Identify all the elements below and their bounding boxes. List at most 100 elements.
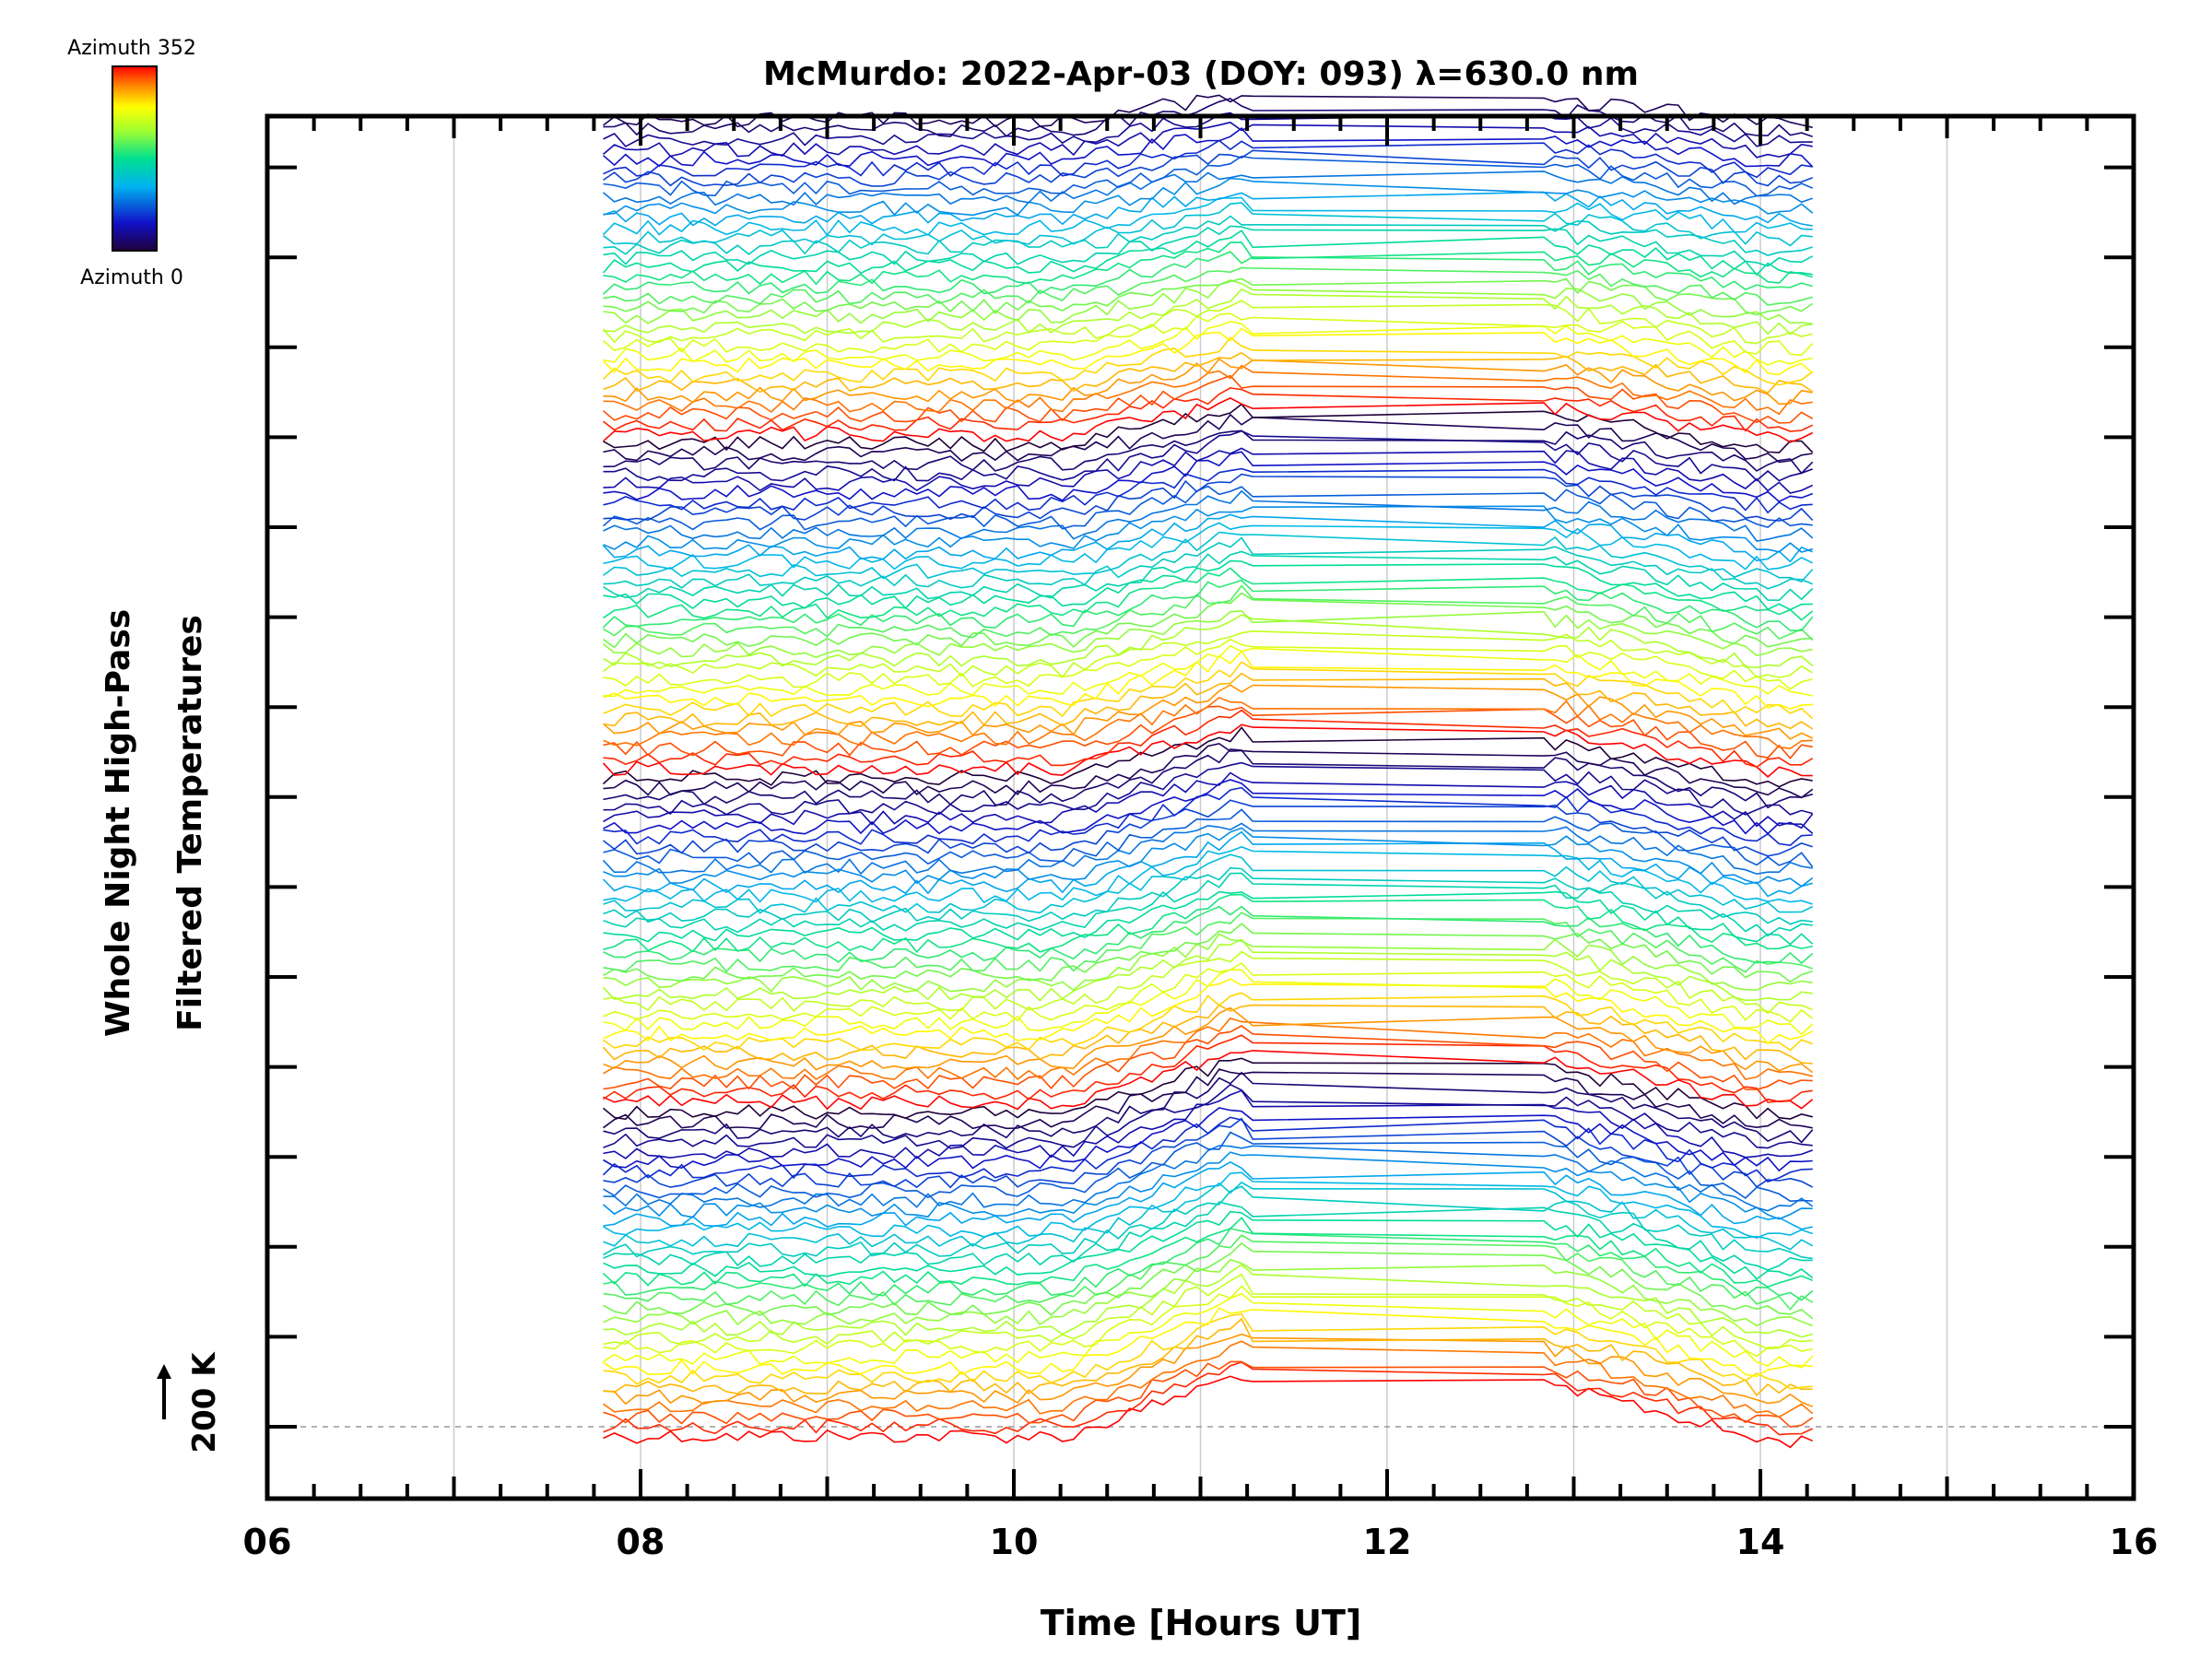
azimuth-trace xyxy=(602,300,1813,345)
azimuth-trace xyxy=(603,1201,1813,1271)
grid xyxy=(267,116,2134,1499)
azimuth-trace xyxy=(603,1333,1814,1408)
azimuth-trace xyxy=(603,827,1814,888)
azimuth-trace xyxy=(603,364,1813,416)
azimuth-trace xyxy=(603,1292,1814,1369)
azimuth-trace xyxy=(603,202,1813,247)
azimuth-trace xyxy=(603,1317,1813,1397)
azimuth-trace xyxy=(602,397,1814,443)
azimuth-trace xyxy=(603,638,1813,690)
azimuth-trace xyxy=(602,1004,1813,1065)
azimuth-trace xyxy=(603,1117,1814,1189)
azimuth-trace xyxy=(603,1171,1813,1239)
azimuth-trace xyxy=(603,592,1813,649)
chart-title: McMurdo: 2022-Apr-03 (DOY: 093) λ=630.0 … xyxy=(763,55,1639,93)
azimuth-trace xyxy=(602,251,1813,295)
y-axis-label-line1: Whole Night High-Pass xyxy=(100,609,137,1037)
azimuth-trace xyxy=(603,890,1814,946)
azimuth-trace xyxy=(602,196,1813,237)
axis-ticks xyxy=(265,116,2136,1499)
azimuth-trace xyxy=(603,225,1814,267)
azimuth-trace xyxy=(603,191,1813,227)
azimuth-trace xyxy=(603,451,1813,503)
azimuth-trace xyxy=(602,938,1813,1002)
azimuth-trace xyxy=(602,312,1814,357)
azimuth-trace xyxy=(602,121,1813,159)
azimuth-trace xyxy=(603,1017,1813,1081)
azimuth-trace xyxy=(603,1285,1813,1358)
azimuth-trace xyxy=(603,522,1814,571)
azimuth-trace xyxy=(602,726,1813,788)
azimuth-trace xyxy=(603,1241,1814,1320)
x-tick-label: 06 xyxy=(243,1522,292,1562)
x-tick-label: 10 xyxy=(990,1522,1039,1562)
azimuth-trace xyxy=(603,413,1813,464)
azimuth-trace xyxy=(603,1264,1813,1338)
azimuth-trace xyxy=(603,139,1813,179)
azimuth-trace xyxy=(603,614,1814,669)
azimuth-trace xyxy=(603,320,1813,366)
azimuth-trace xyxy=(603,1083,1813,1149)
azimuth-trace xyxy=(603,709,1814,768)
azimuth-trace xyxy=(602,229,1813,276)
azimuth-trace xyxy=(603,846,1813,905)
azimuth-trace xyxy=(603,505,1813,553)
azimuth-trace xyxy=(602,336,1814,386)
azimuth-trace xyxy=(603,1185,1813,1260)
azimuth-trace xyxy=(603,584,1814,641)
azimuth-trace xyxy=(603,387,1814,432)
azimuth-trace xyxy=(602,830,1813,898)
azimuth-trace xyxy=(603,536,1814,590)
azimuth-trace xyxy=(603,1181,1814,1251)
azimuth-trace xyxy=(602,513,1813,563)
azimuth-trace xyxy=(603,215,1813,256)
azimuth-trace xyxy=(603,950,1813,1015)
colorbar-bottom-label: Azimuth 0 xyxy=(80,266,183,289)
azimuth-trace xyxy=(603,1107,1813,1172)
azimuth-trace xyxy=(603,1234,1814,1311)
x-tick-label: 14 xyxy=(1736,1522,1785,1562)
colorbar-top-label: Azimuth 352 xyxy=(67,37,196,60)
azimuth-trace xyxy=(603,799,1813,857)
azimuth-trace xyxy=(603,1131,1813,1203)
azimuth-trace xyxy=(603,277,1814,316)
azimuth-trace xyxy=(603,1050,1814,1111)
azimuth-trace xyxy=(603,905,1814,965)
azimuth-trace xyxy=(603,923,1813,983)
azimuth-trace xyxy=(603,961,1814,1023)
azimuth-trace xyxy=(603,1089,1813,1159)
scale-bar: 200 K xyxy=(157,1351,223,1453)
azimuth-trace xyxy=(603,978,1814,1045)
azimuth-trace xyxy=(603,288,1813,335)
azimuth-trace xyxy=(603,1307,1813,1378)
azimuth-trace xyxy=(602,1217,1813,1288)
azimuth-trace xyxy=(603,742,1814,799)
azimuth-trace xyxy=(602,171,1813,206)
azimuth-trace xyxy=(603,696,1813,750)
azimuth-trace xyxy=(603,1034,1813,1103)
azimuth-trace xyxy=(603,112,1813,147)
azimuth-trace xyxy=(603,1025,1813,1091)
azimuth-trace xyxy=(603,771,1814,830)
azimuth-trace xyxy=(603,403,1814,453)
azimuth-trace xyxy=(603,567,1814,621)
azimuth-trace xyxy=(603,177,1814,217)
azimuth-trace xyxy=(603,266,1813,306)
azimuth-trace xyxy=(603,853,1814,914)
azimuth-trace xyxy=(602,579,1814,631)
y-axis-label: Whole Night High-Pass Filtered Temperatu… xyxy=(100,609,209,1037)
azimuth-trace xyxy=(603,358,1813,406)
azimuth-trace xyxy=(603,1375,1814,1449)
colorbar: Azimuth 352 Azimuth 0 xyxy=(67,37,196,289)
azimuth-trace xyxy=(603,872,1813,937)
azimuth-trace xyxy=(603,893,1813,954)
azimuth-trace xyxy=(602,1116,1813,1183)
x-tick-label: 08 xyxy=(617,1522,665,1562)
azimuth-trace xyxy=(603,992,1813,1052)
azimuth-trace xyxy=(603,644,1813,698)
azimuth-trace xyxy=(603,1273,1813,1350)
azimuth-trace xyxy=(602,609,1813,659)
azimuth-trace xyxy=(602,1057,1813,1121)
azimuth-trace xyxy=(602,822,1813,876)
